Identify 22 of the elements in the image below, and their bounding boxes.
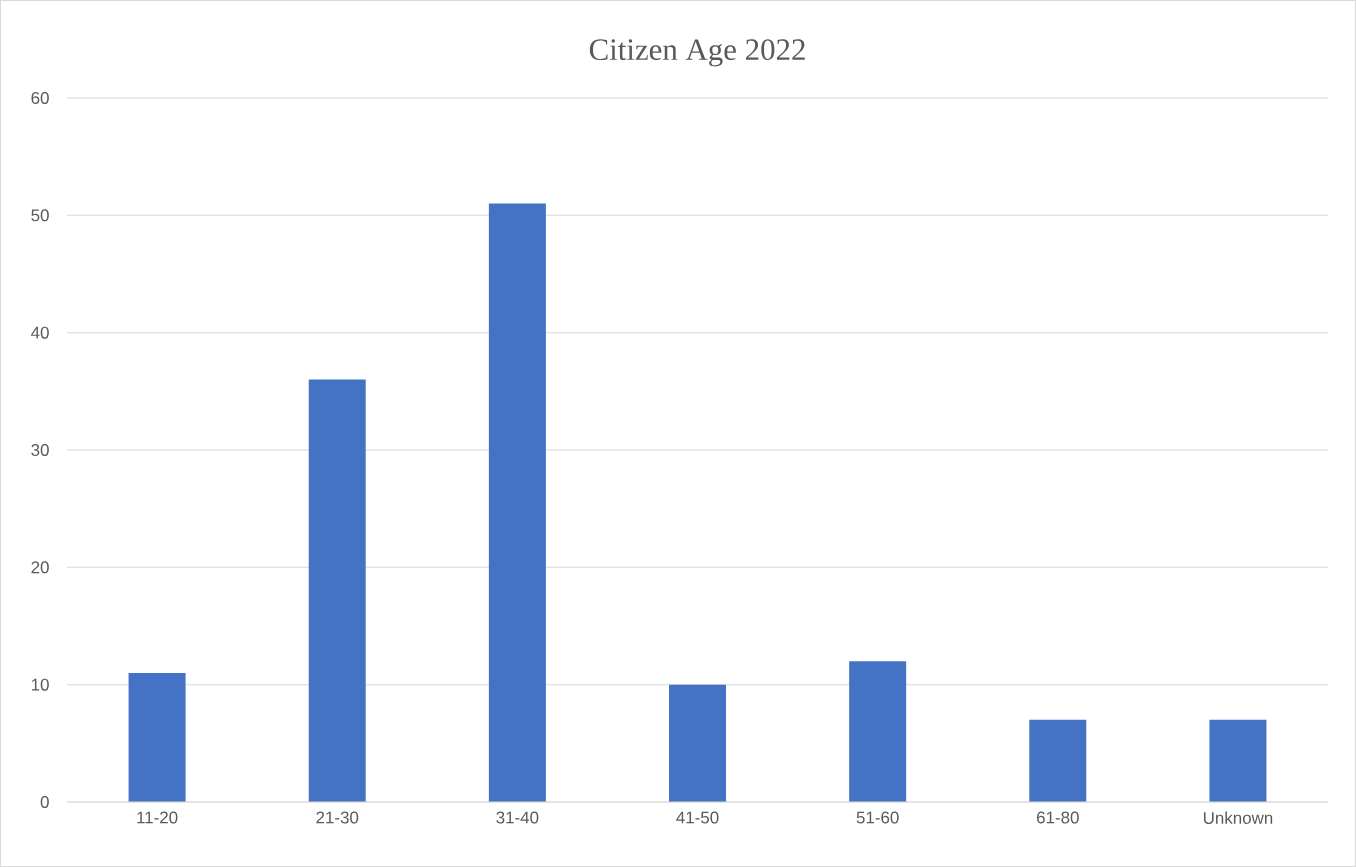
chart-title: Citizen Age 2022	[589, 39, 805, 67]
y-tick-label: 60	[31, 91, 49, 104]
y-tick-label: 50	[31, 209, 49, 222]
y-tick-label: 10	[31, 678, 49, 691]
x-tick-label: 31-40	[496, 811, 539, 824]
bar	[849, 661, 907, 802]
bar	[1029, 719, 1087, 802]
x-tick-label: Unknown	[1203, 811, 1273, 824]
bar	[308, 379, 366, 802]
bar	[128, 672, 186, 802]
y-tick-label: 30	[31, 444, 49, 456]
y-tick-label: 0	[40, 796, 49, 808]
x-tick-label: 61-80	[1037, 811, 1079, 824]
x-tick-label: 51-60	[856, 811, 899, 824]
bar	[669, 684, 727, 802]
x-tick-label: 11-20	[137, 811, 178, 824]
y-tick-label: 20	[31, 561, 49, 574]
x-tick-label: 21-30	[316, 811, 359, 824]
x-tick-label: 41-50	[676, 811, 719, 824]
bar	[1209, 719, 1267, 802]
y-tick-label: 40	[31, 326, 49, 339]
bar	[488, 203, 546, 802]
